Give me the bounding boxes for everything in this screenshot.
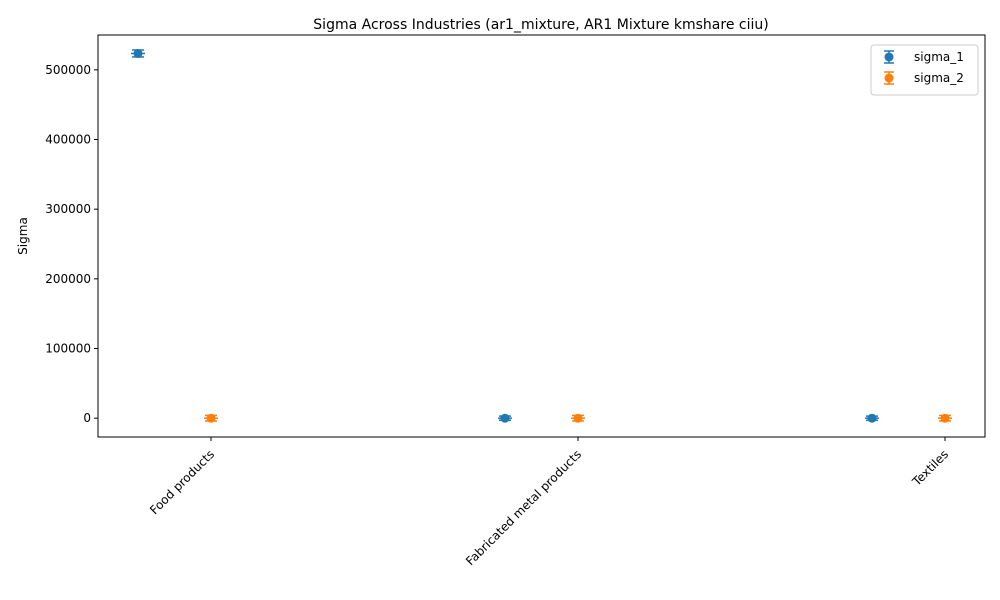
y-tick-label: 300000 xyxy=(45,202,91,216)
data-point-sigma_2 xyxy=(573,413,583,423)
y-tick-label: 0 xyxy=(83,411,91,425)
y-tick-label: 400000 xyxy=(45,133,91,147)
legend-marker-sigma_1 xyxy=(884,52,894,62)
legend-label-sigma_1: sigma_1 xyxy=(914,50,964,64)
x-tick-label: Food products xyxy=(147,447,217,517)
x-axis: Food products Fabricated metal products Te… xyxy=(147,437,951,568)
data-marks xyxy=(131,48,952,423)
y-tick-label: 200000 xyxy=(45,272,91,286)
legend-label-sigma_2: sigma_2 xyxy=(914,71,964,85)
data-point-sigma_1 xyxy=(867,413,877,423)
y-tick-label: 100000 xyxy=(45,342,91,356)
plot-frame xyxy=(97,34,986,438)
chart-title: Sigma Across Industries (ar1_mixture, AR… xyxy=(313,17,768,33)
plot-area xyxy=(97,34,986,438)
legend-box xyxy=(870,44,979,96)
y-tick-label: 500000 xyxy=(45,63,91,77)
data-point-sigma_1 xyxy=(133,48,143,58)
data-point-sigma_1 xyxy=(500,413,510,423)
data-point-sigma_2 xyxy=(206,413,216,423)
y-axis: 0 100000 200000 300000 400000 500000 xyxy=(45,63,98,425)
legend-marker-sigma_2 xyxy=(884,73,894,83)
y-axis-label: Sigma xyxy=(16,217,30,255)
data-point-sigma_2 xyxy=(940,413,950,423)
x-tick-label: Textiles xyxy=(909,447,951,489)
legend: sigma_1 sigma_2 xyxy=(870,44,979,96)
x-tick-label: Fabricated metal products xyxy=(463,447,584,568)
